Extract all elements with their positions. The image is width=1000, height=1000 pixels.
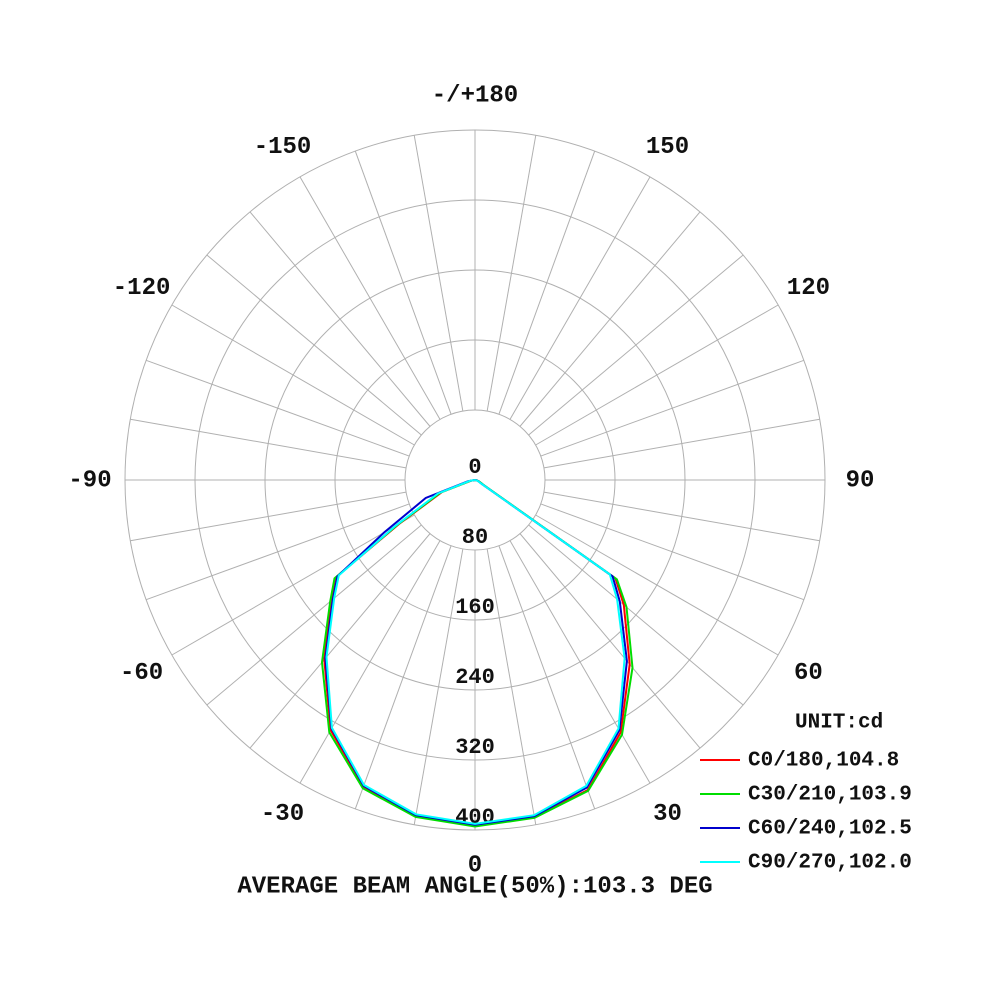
ring [264,269,686,691]
footer: AVERAGE BEAM ANGLE(50%):103.3 DEG [237,873,712,900]
legend-label: C90/270,102.0 [748,852,912,875]
r-tick-label: 80 [462,525,488,550]
legend-label: C60/240,102.5 [748,818,912,841]
curves [320,479,634,828]
r-tick-label: 240 [455,665,495,690]
r-tick-label: 320 [455,735,495,760]
angle-label: -150 [254,134,312,161]
unit-label: UNIT:cd [795,712,883,735]
angle-label: 0 [468,852,482,879]
legend-label: C30/210,103.9 [748,784,912,807]
series-line [325,479,626,825]
angle-label: -/+180 [432,82,518,109]
angle-label: -120 [113,275,171,302]
ring [124,129,826,831]
ring [194,199,756,761]
r-tick-label: 160 [455,595,495,620]
legend-label: C0/180,104.8 [748,750,899,773]
ring [334,339,616,621]
angle-label: 150 [646,134,689,161]
angle-label: 90 [846,467,875,494]
angle-label: -60 [120,660,163,687]
angle-label: 120 [787,275,830,302]
angle-label: -90 [68,467,111,494]
ring [404,409,546,551]
angle-label: 60 [794,660,823,687]
angle-label: 30 [653,801,682,828]
grid: 080160240320400-/+1801501209060300-30-60… [68,82,874,879]
angle-label: -30 [261,801,304,828]
r-tick-label: 0 [468,455,481,480]
